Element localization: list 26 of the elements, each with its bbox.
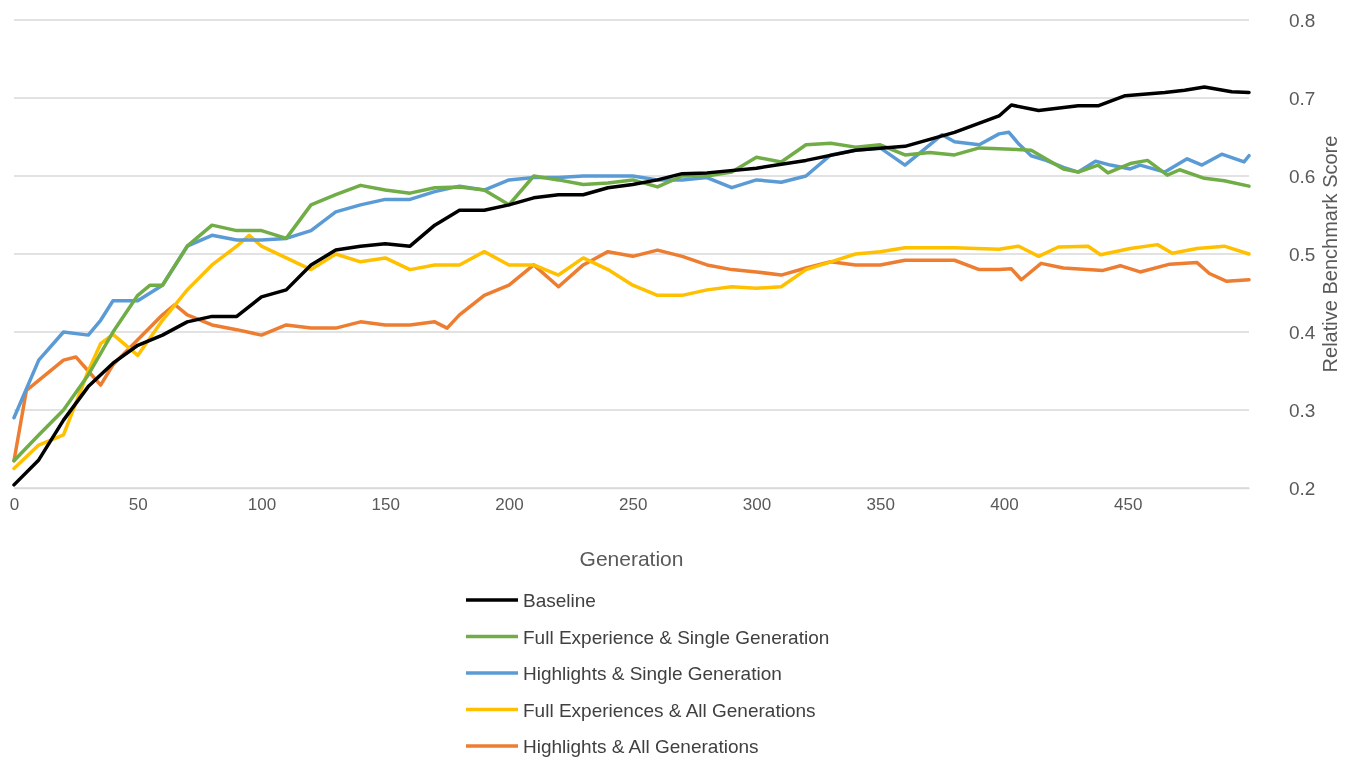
legend-label: Highlights & Single Generation <box>523 663 782 684</box>
legend-label: Full Experiences & All Generations <box>523 699 816 721</box>
x-tick-label: 400 <box>990 495 1019 515</box>
y-tick-label: 0.5 <box>1289 243 1316 265</box>
x-tick-label: 100 <box>247 495 277 515</box>
legend-label: Baseline <box>523 590 596 611</box>
x-tick-label: 300 <box>742 495 772 515</box>
x-tick-label: 350 <box>866 495 895 515</box>
x-tick-label: 0 <box>9 495 20 515</box>
x-axis-title: Generation <box>579 547 684 570</box>
y-tick-label: 0.2 <box>1289 477 1316 499</box>
x-tick-label: 450 <box>1114 495 1143 515</box>
x-tick-label: 200 <box>495 495 524 515</box>
y-tick-label: 0.7 <box>1289 87 1316 109</box>
y-tick-label: 0.8 <box>1289 9 1316 31</box>
x-tick-label: 50 <box>128 495 148 515</box>
legend-label: Highlights & All Generations <box>523 736 759 757</box>
y-tick-label: 0.4 <box>1289 321 1316 343</box>
y-axis-title: Relative Benchmark Score <box>1319 135 1341 373</box>
x-tick-label: 150 <box>371 495 400 515</box>
x-tick-label: 250 <box>619 495 648 515</box>
legend-label: Full Experience & Single Generation <box>523 626 830 648</box>
y-tick-label: 0.3 <box>1289 399 1316 421</box>
line-series <box>12 141 1251 463</box>
y-tick-label: 0.6 <box>1289 165 1316 187</box>
line-series <box>12 85 1251 487</box>
